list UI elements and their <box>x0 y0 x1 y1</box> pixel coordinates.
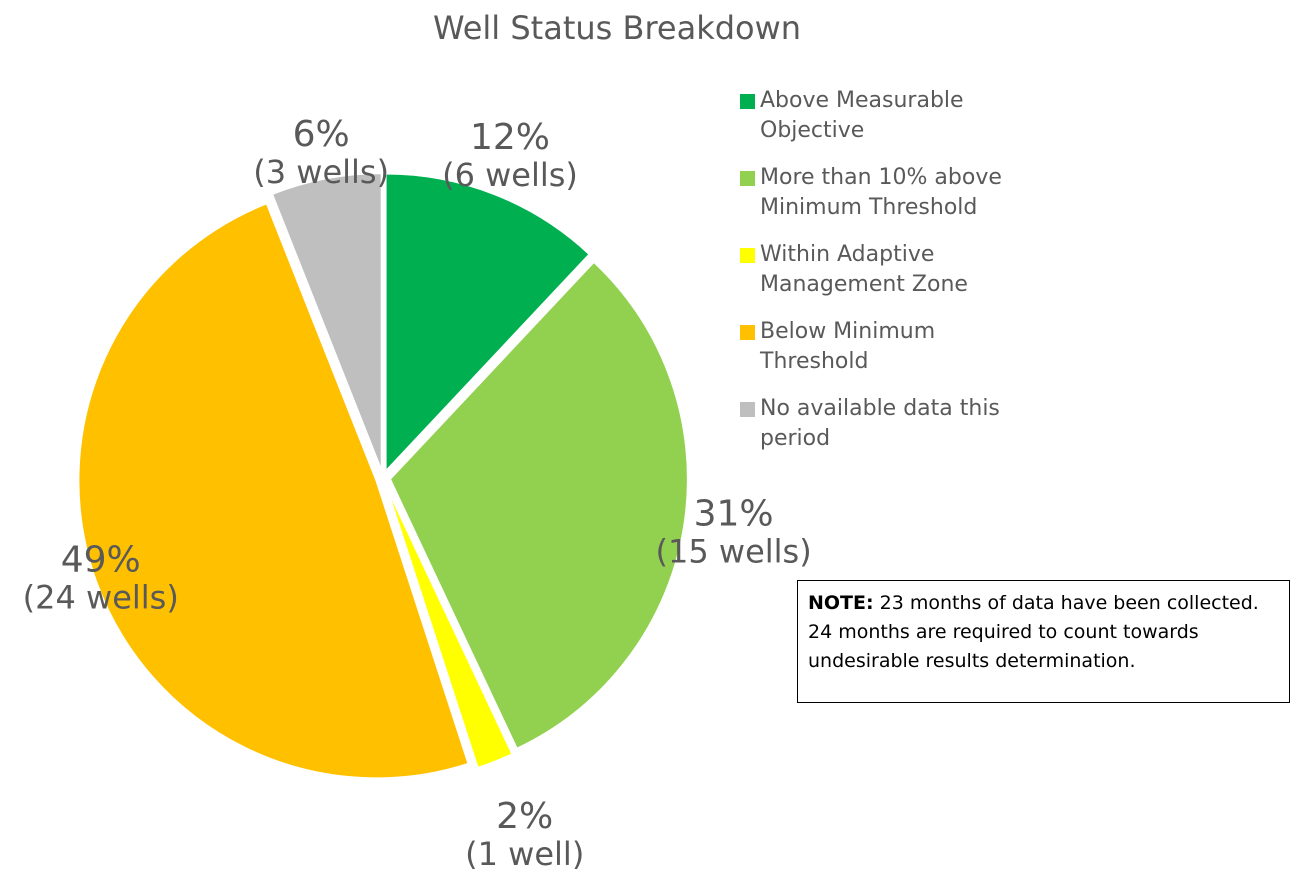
legend-swatch <box>740 171 755 186</box>
count-label: (15 wells) <box>656 533 812 571</box>
pie-slice <box>384 172 591 475</box>
legend-swatch <box>740 94 755 109</box>
legend: Above Measurable Objective More than 10% … <box>740 86 1010 471</box>
legend-item: Above Measurable Objective <box>740 86 1010 163</box>
note: NOTE: 23 months of data have been collec… <box>797 580 1290 703</box>
chart-title: Well Status Breakdown <box>433 9 801 47</box>
note-heading: NOTE: <box>808 592 874 614</box>
legend-label: Above Measurable Objective <box>760 88 964 143</box>
value-label: 12% <box>470 117 550 158</box>
legend-label: Below Minimum Threshold <box>760 319 936 374</box>
value-label: 49% <box>61 540 141 581</box>
legend-label: No available data this period <box>760 396 1000 451</box>
count-label: (1 well) <box>465 835 584 873</box>
value-label: 2% <box>496 796 553 837</box>
value-label: 31% <box>694 494 774 535</box>
pie-slice <box>384 484 514 770</box>
value-label: 6% <box>293 114 350 155</box>
pie-slice <box>388 260 689 751</box>
legend-label: Within Adaptive Management Zone <box>760 242 968 297</box>
count-label: (6 wells) <box>442 156 578 194</box>
legend-swatch <box>740 325 755 340</box>
legend-item: Within Adaptive Management Zone <box>740 240 1010 317</box>
count-label: (24 wells) <box>23 579 179 617</box>
note-text: 23 months of data have been collected. 2… <box>808 592 1259 672</box>
pie-slice <box>77 201 470 780</box>
legend-item: No available data this period <box>740 394 1010 471</box>
legend-label: More than 10% above Minimum Threshold <box>760 165 1002 220</box>
pie-slice <box>270 172 383 472</box>
legend-swatch <box>740 248 755 263</box>
legend-swatch <box>740 402 755 417</box>
legend-item: More than 10% above Minimum Threshold <box>740 163 1010 240</box>
legend-item: Below Minimum Threshold <box>740 317 1010 394</box>
count-label: (3 wells) <box>253 153 389 191</box>
